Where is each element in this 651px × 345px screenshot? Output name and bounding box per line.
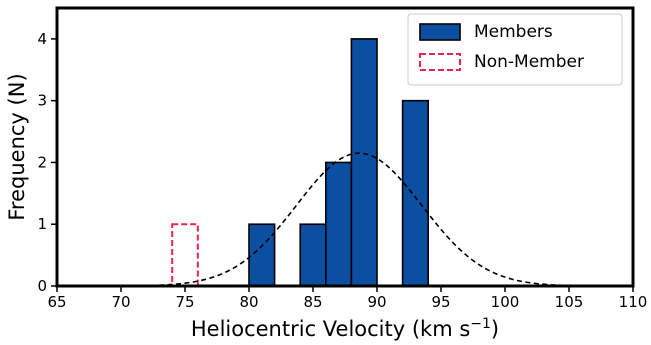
y-tick-label: 2 bbox=[37, 153, 47, 171]
y-tick-label: 0 bbox=[37, 277, 47, 295]
plot-frame bbox=[55, 6, 635, 288]
x-axis-label: Heliocentric Velocity (km s−1) bbox=[191, 316, 499, 341]
x-tick-label: 105 bbox=[555, 293, 584, 311]
x-tick-label: 70 bbox=[111, 293, 130, 311]
member-bar-4 bbox=[401, 99, 430, 287]
legend-label-0: Members bbox=[474, 22, 553, 42]
x-tick-label: 90 bbox=[367, 293, 386, 311]
y-axis-label: Frequency (N) bbox=[5, 73, 29, 220]
x-tick-label: 75 bbox=[175, 293, 194, 311]
histogram-bars bbox=[171, 38, 430, 288]
non-member-bar-0 bbox=[171, 223, 199, 288]
member-bar-2 bbox=[324, 161, 353, 287]
x-tick-label: 100 bbox=[491, 293, 520, 311]
axis-ticks: 65 70 75 80 85 90 95 100 105 110 0 1 2 3 4 bbox=[37, 30, 647, 311]
x-tick-label: 85 bbox=[303, 293, 322, 311]
y-tick-label: 4 bbox=[37, 30, 47, 48]
x-tick-label: 95 bbox=[431, 293, 450, 311]
y-tick-label: 1 bbox=[37, 215, 47, 233]
legend-swatch-1 bbox=[419, 53, 461, 71]
member-bar-3 bbox=[350, 38, 378, 287]
legend-label-1: Non-Member bbox=[474, 52, 584, 72]
x-tick-label: 65 bbox=[47, 293, 66, 311]
member-bar-1 bbox=[299, 223, 327, 287]
member-bar-0 bbox=[248, 223, 276, 287]
legend: Members Non-Member bbox=[407, 13, 623, 86]
legend-box bbox=[407, 13, 623, 86]
x-tick-label: 80 bbox=[239, 293, 258, 311]
y-tick-label: 3 bbox=[37, 92, 47, 110]
x-tick-label: 110 bbox=[619, 293, 648, 311]
legend-swatch-0 bbox=[419, 23, 461, 41]
